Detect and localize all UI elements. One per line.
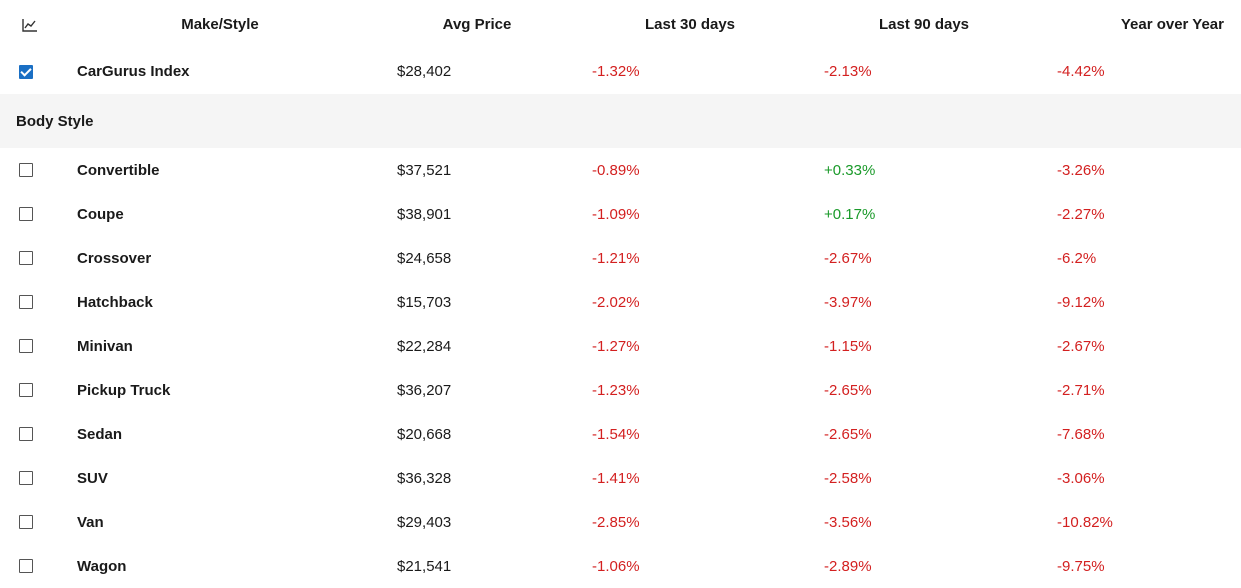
- row-last-90: -3.56%: [824, 513, 872, 531]
- row-checkbox[interactable]: [19, 207, 33, 221]
- row-checkbox[interactable]: [19, 515, 33, 529]
- row-name: Van: [77, 513, 104, 531]
- header-last-90-days[interactable]: Last 90 days: [878, 16, 970, 33]
- row-last-30: -2.02%: [592, 293, 640, 311]
- row-yoy: -9.75%: [1057, 557, 1105, 575]
- row-last-30: -1.54%: [592, 425, 640, 443]
- table-row[interactable]: Crossover $24,658 -1.21% -2.67% -6.2%: [0, 236, 1241, 280]
- row-checkbox[interactable]: [19, 559, 33, 573]
- row-last-30: -1.21%: [592, 249, 640, 267]
- row-checkbox[interactable]: [19, 427, 33, 441]
- row-name: Wagon: [77, 557, 127, 575]
- row-last-90: -1.15%: [824, 337, 872, 355]
- row-last-30: -1.09%: [592, 205, 640, 223]
- row-yoy: -10.82%: [1057, 513, 1113, 531]
- row-avg-price: $37,521: [397, 161, 452, 179]
- row-avg-price: $24,658: [397, 249, 452, 267]
- row-checkbox[interactable]: [19, 163, 33, 177]
- row-avg-price: $28,402: [397, 63, 452, 80]
- row-last-90: -2.65%: [824, 425, 872, 443]
- row-last-90: -2.65%: [824, 381, 872, 399]
- table-row[interactable]: Hatchback $15,703 -2.02% -3.97% -9.12%: [0, 280, 1241, 324]
- row-yoy: -2.71%: [1057, 381, 1105, 399]
- row-last-30: -0.89%: [592, 161, 640, 179]
- row-checkbox[interactable]: [19, 295, 33, 309]
- index-row[interactable]: CarGurus Index $28,402 -1.32% -2.13% -4.…: [0, 49, 1241, 94]
- row-last-90: -3.97%: [824, 293, 872, 311]
- table-header: Make/Style Avg Price Last 30 days Last 9…: [0, 0, 1241, 50]
- trend-chart-icon[interactable]: [22, 0, 40, 49]
- table-row[interactable]: Sedan $20,668 -1.54% -2.65% -7.68%: [0, 412, 1241, 456]
- table-row[interactable]: Pickup Truck $36,207 -1.23% -2.65% -2.71%: [0, 368, 1241, 412]
- header-year-over-year[interactable]: Year over Year: [1120, 16, 1224, 33]
- row-last-30: -1.27%: [592, 337, 640, 355]
- row-name: Crossover: [77, 249, 152, 267]
- row-yoy: -9.12%: [1057, 293, 1105, 311]
- row-yoy: -3.26%: [1057, 161, 1105, 179]
- row-yoy: -7.68%: [1057, 425, 1105, 443]
- row-name: Hatchback: [77, 293, 153, 311]
- row-yoy: -2.27%: [1057, 205, 1105, 223]
- row-avg-price: $29,403: [397, 513, 452, 531]
- row-name: Minivan: [77, 337, 133, 355]
- row-checkbox[interactable]: [19, 471, 33, 485]
- row-last-30: -1.23%: [592, 381, 640, 399]
- header-last-30-days[interactable]: Last 30 days: [644, 16, 736, 33]
- row-avg-price: $38,901: [397, 205, 452, 223]
- table-row[interactable]: Van $29,403 -2.85% -3.56% -10.82%: [0, 500, 1241, 544]
- row-checkbox[interactable]: [19, 251, 33, 265]
- row-avg-price: $21,541: [397, 557, 452, 575]
- row-last-30: -2.85%: [592, 513, 640, 531]
- row-avg-price: $36,328: [397, 469, 452, 487]
- table-row[interactable]: SUV $36,328 -1.41% -2.58% -3.06%: [0, 456, 1241, 500]
- table-row[interactable]: Wagon $21,541 -1.06% -2.89% -9.75%: [0, 544, 1241, 588]
- table-row[interactable]: Minivan $22,284 -1.27% -1.15% -2.67%: [0, 324, 1241, 368]
- header-make-style[interactable]: Make/Style: [181, 16, 259, 33]
- row-avg-price: $15,703: [397, 293, 452, 311]
- row-name: CarGurus Index: [77, 63, 190, 80]
- row-avg-price: $22,284: [397, 337, 452, 355]
- row-last-90: +0.17%: [824, 205, 876, 223]
- row-name: SUV: [77, 469, 108, 487]
- row-name: Sedan: [77, 425, 123, 443]
- row-last-90: +0.33%: [824, 161, 876, 179]
- row-name: Pickup Truck: [77, 381, 171, 399]
- row-name: Coupe: [77, 205, 124, 223]
- row-last-90: -2.13%: [824, 63, 872, 80]
- row-last-90: -2.67%: [824, 249, 872, 267]
- section-header-body-style: Body Style: [0, 94, 1241, 148]
- row-checkbox[interactable]: [19, 383, 33, 397]
- row-last-30: -1.06%: [592, 557, 640, 575]
- row-last-30: -1.32%: [592, 63, 640, 80]
- row-yoy: -6.2%: [1057, 249, 1097, 267]
- index-checkbox[interactable]: [19, 64, 33, 79]
- row-checkbox[interactable]: [19, 339, 33, 353]
- row-yoy: -3.06%: [1057, 469, 1105, 487]
- row-avg-price: $20,668: [397, 425, 452, 443]
- header-avg-price[interactable]: Avg Price: [442, 16, 512, 33]
- row-yoy: -4.42%: [1057, 63, 1105, 80]
- row-yoy: -2.67%: [1057, 337, 1105, 355]
- row-name: Convertible: [77, 161, 160, 179]
- table-row[interactable]: Convertible $37,521 -0.89% +0.33% -3.26%: [0, 148, 1241, 192]
- row-last-90: -2.58%: [824, 469, 872, 487]
- section-title: Body Style: [16, 112, 94, 130]
- row-avg-price: $36,207: [397, 381, 452, 399]
- row-last-90: -2.89%: [824, 557, 872, 575]
- table-row[interactable]: Coupe $38,901 -1.09% +0.17% -2.27%: [0, 192, 1241, 236]
- row-last-30: -1.41%: [592, 469, 640, 487]
